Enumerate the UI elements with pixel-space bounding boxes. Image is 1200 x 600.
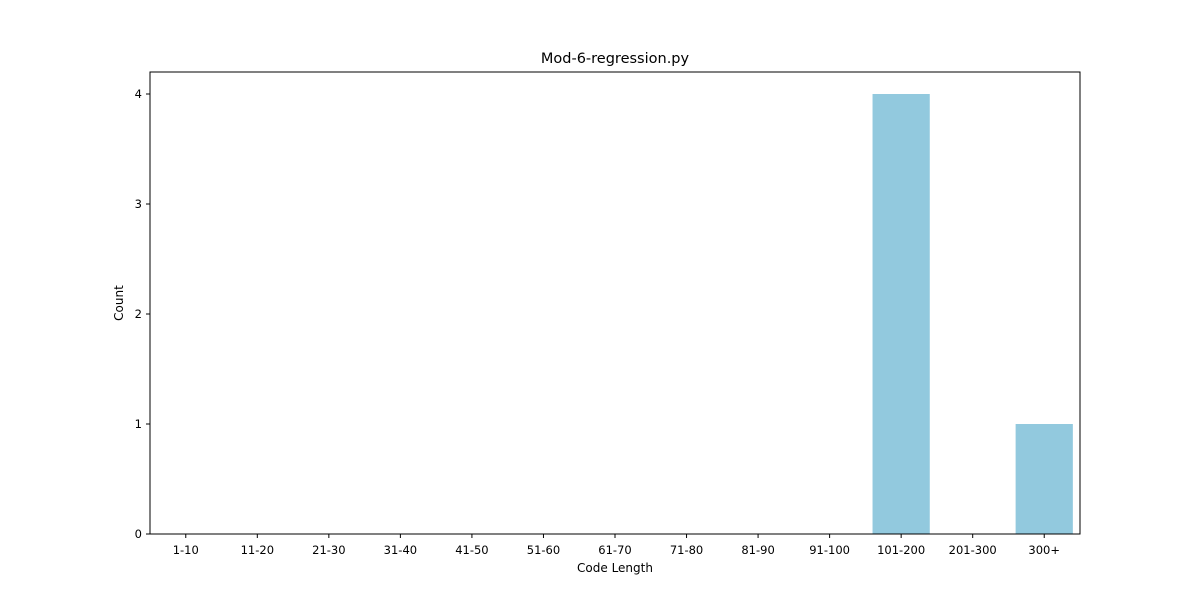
x-tick-label: 300+ [1028,543,1060,557]
y-tick-label: 2 [135,307,142,321]
x-tick-label: 101-200 [877,543,925,557]
plot-frame [149,71,1081,535]
y-axis-label: Count [112,285,126,321]
x-tick-label: 61-70 [598,543,631,557]
x-tick-label: 1-10 [173,543,199,557]
bar-101-200 [872,94,930,534]
x-tick-label: 31-40 [384,543,417,557]
x-tick-label: 91-100 [809,543,850,557]
x-tick-label: 11-20 [241,543,274,557]
y-tick-label: 1 [135,417,142,431]
x-axis: 1-10 11-20 21-30 31-40 41-50 51-60 61-70 71-80 8… [173,534,1060,557]
y-tick-label: 4 [135,87,142,101]
x-axis-label: Code Length [577,561,653,575]
chart-title: Mod-6-regression.py [541,51,690,67]
y-axis: 0 1 2 3 4 [135,87,150,541]
y-tick-label: 0 [135,527,142,541]
x-tick-label: 71-80 [670,543,703,557]
x-tick-label: 41-50 [455,543,488,557]
bars-layer [872,94,1073,534]
x-tick-label: 21-30 [312,543,345,557]
x-tick-label: 81-90 [741,543,774,557]
x-tick-label: 51-60 [527,543,560,557]
bar-300+ [1015,424,1073,534]
x-tick-label: 201-300 [949,543,997,557]
y-tick-label: 3 [135,197,142,211]
